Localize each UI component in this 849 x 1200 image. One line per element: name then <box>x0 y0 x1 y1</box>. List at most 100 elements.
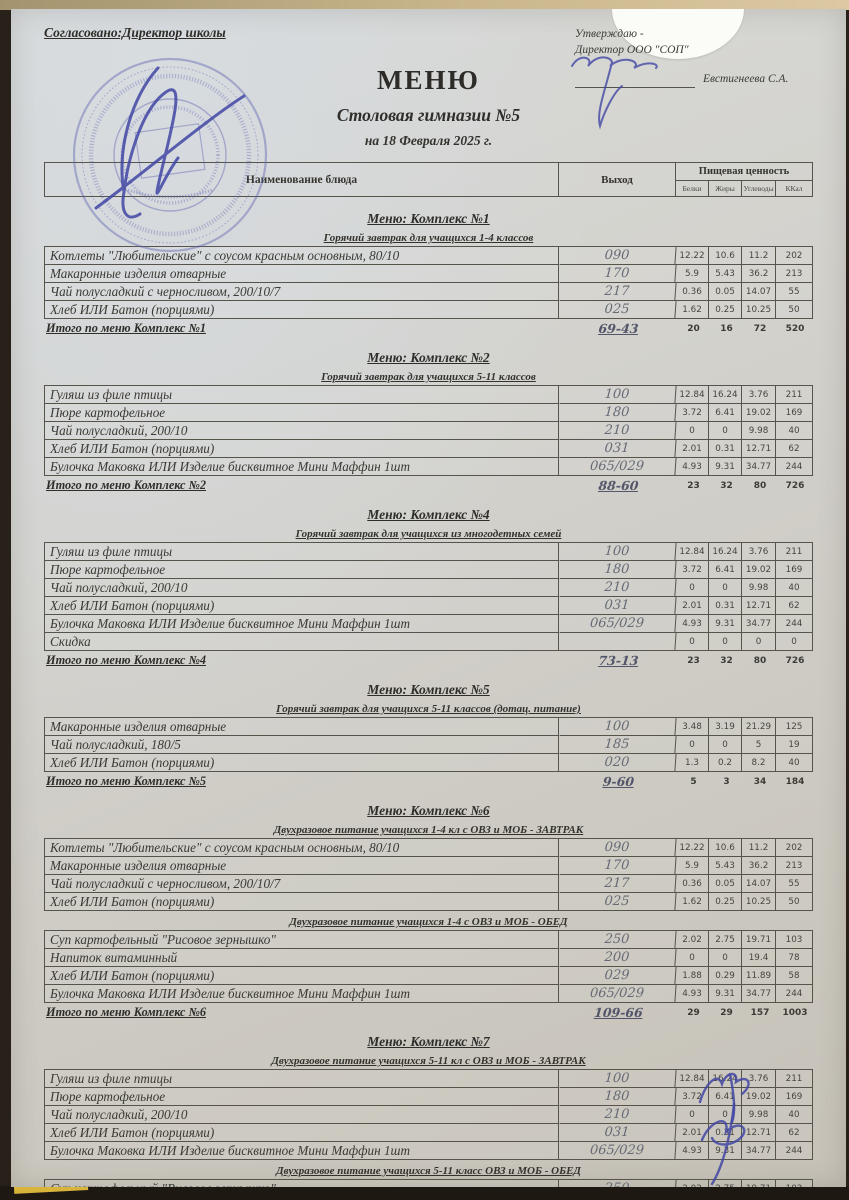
kcal-cell: 244 <box>776 1141 812 1159</box>
carbs-cell: 10.25 <box>742 892 776 910</box>
carbs-cell: 21.29 <box>742 718 776 735</box>
portion-out-cell: 025 <box>558 300 677 318</box>
kcal-cell: 169 <box>776 560 812 578</box>
portion-out-cell: 020 <box>558 753 677 771</box>
kcal-cell: 103 <box>776 1180 812 1188</box>
carbs-cell: 19.02 <box>742 403 776 421</box>
fat-cell: 0.05 <box>709 282 742 300</box>
section-subtitle: Горячий завтрак для учащихся 1-4 классов <box>323 232 534 244</box>
kcal-cell: 40 <box>776 578 812 596</box>
table-row: Чай полусладкий с черносливом, 200/10/7 2… <box>45 282 812 300</box>
dish-name-cell: Макаронные изделия отварные <box>45 718 559 735</box>
total-protein: 29 <box>687 1007 700 1018</box>
fat-cell: 5.43 <box>709 856 742 874</box>
protein-cell: 2.02 <box>676 1180 709 1187</box>
protein-cell: 5.9 <box>676 856 709 874</box>
protein-cell: 3.72 <box>676 403 709 421</box>
dish-name-cell: Пюре картофельное <box>45 560 559 578</box>
kcal-cell: 169 <box>776 403 812 421</box>
total-out-value: 88-60 <box>597 478 640 493</box>
portion-out-cell: 100 <box>558 1070 677 1087</box>
menu-table: Гуляш из филе птицы 100 12.84 16.24 3.76 211 П… <box>44 385 813 476</box>
protein-cell: 2.01 <box>676 1123 709 1141</box>
menu-table: Гуляш из филе птицы 100 12.84 16.24 3.76 211 П… <box>44 1069 813 1160</box>
menu-section: Меню: Комплекс №5 Горячий завтрак для уча… <box>44 681 813 789</box>
section-title: Меню: Комплекс №5 <box>367 682 490 697</box>
section-subtitle: Горячий завтрак для учащихся 5-11 классо… <box>276 703 581 715</box>
agreed-by-label: Согласовано:Директор школы <box>44 25 226 40</box>
kcal-cell: 202 <box>785 842 803 853</box>
table-row: Булочка Маковка ИЛИ Изделие бисквитное М… <box>45 614 812 632</box>
dish-name-cell: Скидка <box>45 632 559 650</box>
kcal-cell: 55 <box>776 282 812 300</box>
total-label: Итого по меню Комплекс №4 <box>46 653 206 667</box>
portion-out-cell: 170 <box>558 856 677 874</box>
carbs-cell: 0 <box>742 632 776 650</box>
table-row: Гуляш из филе птицы 100 12.84 16.24 3.76 211 <box>45 386 812 403</box>
kcal-cell: 40 <box>776 421 812 439</box>
section-total-row: Итого по меню Комплекс №1 69-43 20 16 72 520 <box>44 320 813 336</box>
column-header-kcal: ККал <box>785 184 803 193</box>
fat-cell: 0.31 <box>709 596 742 614</box>
total-fat: 32 <box>720 655 733 666</box>
dish-name-cell: Хлеб ИЛИ Батон (порциями) <box>45 753 559 771</box>
total-carbs: 80 <box>753 480 767 491</box>
total-protein: 5 <box>690 776 697 787</box>
menu-table: Макаронные изделия отварные 100 3.48 3.19 21… <box>44 717 813 772</box>
fat-cell: 0.29 <box>709 966 742 984</box>
carbs-cell: 3.76 <box>742 543 776 560</box>
dish-name-cell: Чай полусладкий, 180/5 <box>45 735 559 753</box>
dish-name-cell: Котлеты "Любительские" с соусом красным … <box>45 839 559 856</box>
fat-cell: 9.31 <box>709 984 742 1002</box>
nutrition-subheaders: Белки Жиры Углеводы ККал <box>676 181 812 196</box>
carbs-cell: 9.98 <box>742 1105 776 1123</box>
section-subtitle: Двухразовое питание учащихся 1-4 с ОВЗ и… <box>289 916 568 928</box>
table-row: Пюре картофельное 180 3.72 6.41 19.02 169 <box>45 403 812 421</box>
fat-cell: 0.05 <box>709 874 742 892</box>
portion-out-cell: 025 <box>558 892 677 910</box>
carbs-cell: 19.02 <box>742 1087 776 1105</box>
portion-out-cell: 031 <box>558 596 677 614</box>
fat-cell: 0.2 <box>709 753 742 771</box>
carbs-cell: 36.2 <box>742 264 776 282</box>
dish-name-cell: Хлеб ИЛИ Батон (порциями) <box>45 300 559 318</box>
carbs-cell: 8.2 <box>742 753 776 771</box>
kcal-cell: 244 <box>776 457 812 475</box>
total-out-value: 109-66 <box>593 1005 644 1020</box>
carbs-cell: 11.2 <box>742 839 776 856</box>
portion-out-cell: 090 <box>558 247 677 264</box>
table-row: Хлеб ИЛИ Батон (порциями) 031 2.01 0.31 12.7… <box>45 1123 812 1141</box>
protein-cell: 4.93 <box>676 1141 709 1159</box>
dish-name-cell: Булочка Маковка ИЛИ Изделие бисквитное М… <box>45 457 559 475</box>
carbs-cell: 19.02 <box>742 560 776 578</box>
portion-out-cell: 090 <box>558 839 677 856</box>
kcal-cell: 169 <box>776 1087 812 1105</box>
fat-cell: 0.25 <box>709 892 742 910</box>
fat-cell: 16.24 <box>709 543 742 560</box>
section-title: Меню: Комплекс №1 <box>367 211 490 226</box>
director-signature-line <box>575 75 695 88</box>
dish-name-cell: Макаронные изделия отварные <box>45 264 559 282</box>
menu-section: Меню: Комплекс №2 Горячий завтрак для уча… <box>44 349 813 493</box>
fat-cell: 2.75 <box>709 1180 742 1187</box>
menu-section: Меню: Комплекс №4 Горячий завтрак для уча… <box>44 506 813 668</box>
section-title: Меню: Комплекс №6 <box>367 803 490 818</box>
carbs-cell: 11.2 <box>742 247 776 264</box>
document-title: МЕНЮ <box>377 65 480 95</box>
table-row: Гуляш из филе птицы 100 12.84 16.24 3.76 211 <box>45 1070 812 1087</box>
fat-cell: 0 <box>709 632 742 650</box>
table-row: Хлеб ИЛИ Батон (порциями) 029 1.88 0.29 11.8… <box>45 966 812 984</box>
table-row: Гуляш из филе птицы 100 12.84 16.24 3.76 211 <box>45 543 812 560</box>
table-row: Хлеб ИЛИ Батон (порциями) 025 1.62 0.25 10.2… <box>45 300 812 318</box>
approve-line-2: Директор ООО "СОП" <box>575 43 689 56</box>
fat-cell: 6.41 <box>709 560 742 578</box>
carbs-cell: 10.25 <box>742 300 776 318</box>
fat-cell: 3.19 <box>709 718 742 735</box>
carbs-cell: 19.71 <box>742 931 776 948</box>
protein-cell: 12.84 <box>676 543 709 560</box>
fat-cell: 0.31 <box>709 439 742 457</box>
